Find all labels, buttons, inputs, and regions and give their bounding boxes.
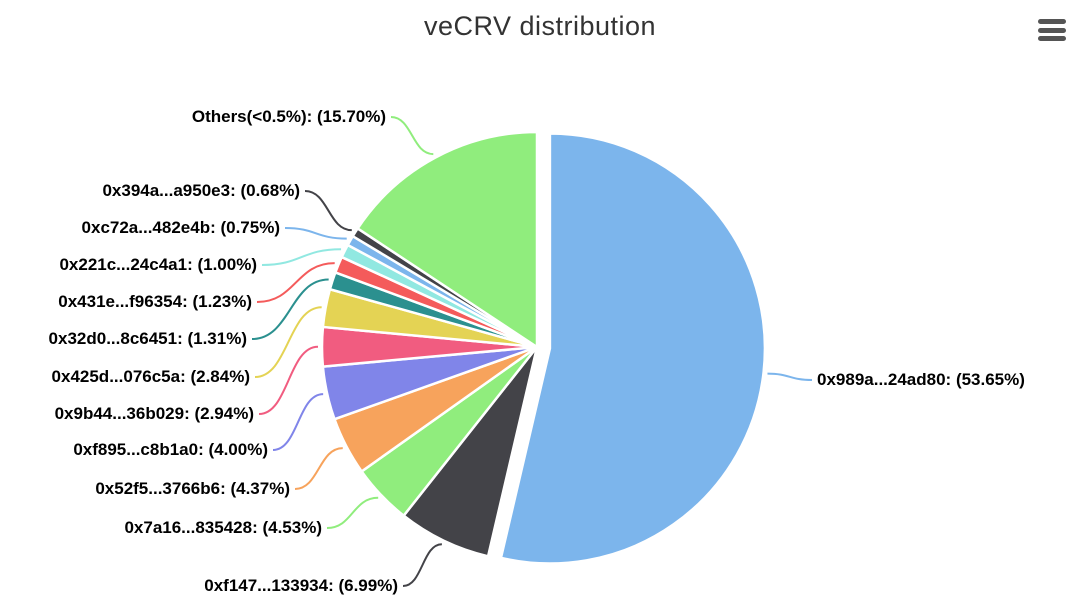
- label-connector: [251, 278, 329, 340]
- pie-label[interactable]: 0x52f5...3766b6: (4.37%): [95, 479, 290, 498]
- label-connector: [390, 116, 434, 156]
- chart-context-menu-button[interactable]: [1037, 17, 1067, 43]
- chart-title: veCRV distribution: [423, 11, 657, 41]
- label-connector: [402, 543, 443, 587]
- pie-label[interactable]: 0x9b44...36b029: (2.94%): [54, 404, 254, 423]
- pie-label[interactable]: 0x431e...f96354: (1.23%): [58, 292, 252, 311]
- pie-label[interactable]: 0xf895...c8b1a0: (4.00%): [73, 440, 268, 459]
- pie-label[interactable]: 0x221c...24c4a1: (1.00%): [59, 255, 257, 274]
- label-connector: [254, 306, 322, 378]
- label-connector: [261, 248, 342, 266]
- label-connector: [258, 345, 319, 415]
- pie-slice-0x989a-24ad80[interactable]: [499, 132, 767, 565]
- pie-label[interactable]: 0x425d...076c5a: (2.84%): [51, 367, 250, 386]
- pie-label[interactable]: 0x394a...a950e3: (0.68%): [102, 181, 300, 200]
- label-connector: [294, 447, 343, 490]
- pie-label[interactable]: 0x32d0...8c6451: (1.31%): [48, 329, 247, 348]
- label-connector: [304, 190, 352, 232]
- pie-slice-others-0-5-[interactable]: [356, 130, 539, 349]
- pie-label[interactable]: 0xc72a...482e4b: (0.75%): [81, 218, 280, 237]
- label-connector: [256, 262, 335, 303]
- label-connector: [326, 496, 379, 529]
- pie-label[interactable]: 0x7a16...835428: (4.53%): [124, 518, 322, 537]
- label-connector: [284, 227, 347, 240]
- pie-label[interactable]: Others(<0.5%): (15.70%): [191, 107, 386, 126]
- pie-label[interactable]: 0x989a...24ad80: (53.65%): [817, 370, 1025, 389]
- pie-label[interactable]: 0xf147...133934: (6.99%): [204, 576, 398, 595]
- label-connector: [767, 372, 813, 381]
- label-connector: [272, 393, 324, 451]
